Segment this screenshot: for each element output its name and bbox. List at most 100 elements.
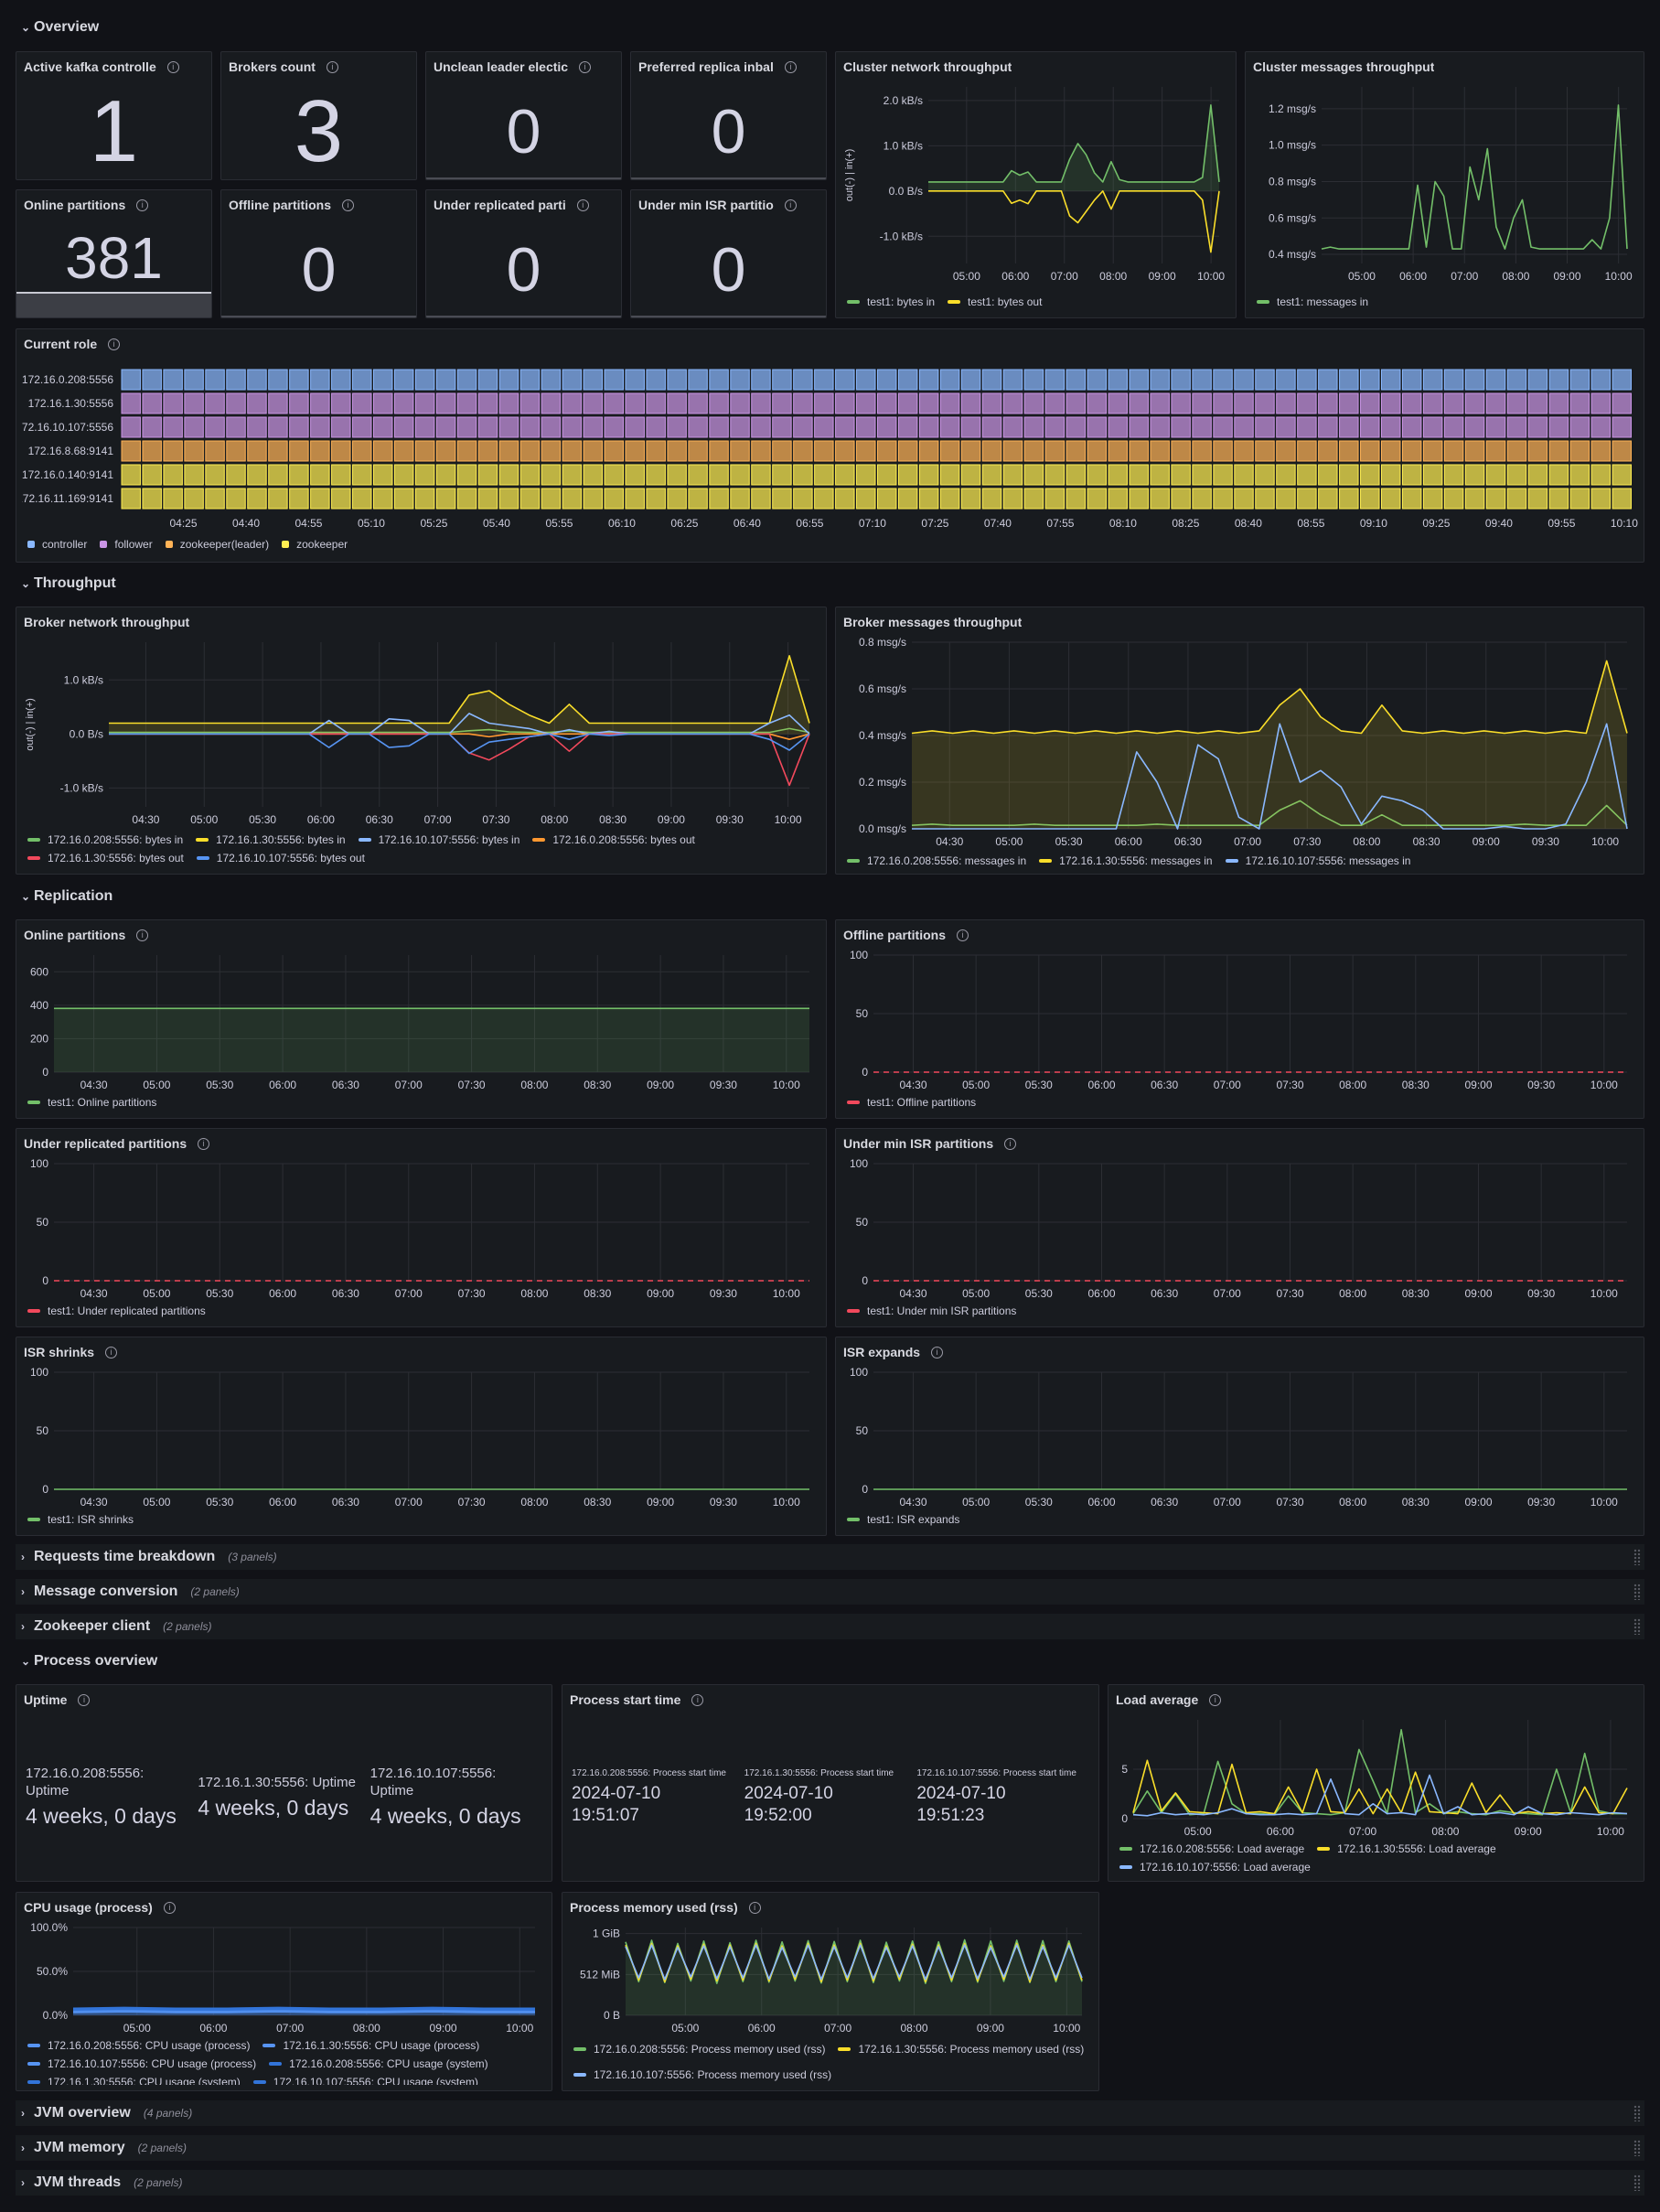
- info-icon[interactable]: i: [342, 199, 354, 211]
- info-icon[interactable]: i: [691, 1693, 704, 1706]
- legend-item[interactable]: 172.16.0.208:5556: Process memory used (…: [573, 2039, 825, 2059]
- legend-item[interactable]: 172.16.10.107:5556: Process memory used …: [573, 2065, 831, 2085]
- legend-item[interactable]: 172.16.10.107:5556: CPU usage (process): [27, 2057, 256, 2070]
- legend-item[interactable]: 172.16.0.208:5556: bytes in: [27, 833, 183, 846]
- info-icon[interactable]: i: [136, 199, 149, 211]
- panel-cpu-usage[interactable]: CPU usage (process) i 0.0% 50.0% 100.0% 05:00…: [16, 1892, 552, 2091]
- legend-item[interactable]: 172.16.0.208:5556: messages in: [847, 854, 1026, 867]
- legend-item[interactable]: test1: ISR shrinks: [27, 1513, 134, 1526]
- legend-item[interactable]: 172.16.10.107:5556: bytes out: [196, 852, 365, 864]
- stat-preferred-replica-imbalance[interactable]: Preferred replica inbal i 0: [630, 51, 827, 180]
- panel-current-role[interactable]: Current role i 172.16.0.208:5556 172.16.1.3…: [16, 328, 1644, 563]
- legend: test1: Offline partitions: [847, 1096, 1636, 1109]
- drag-handle-icon[interactable]: [1633, 2174, 1641, 2191]
- legend-item[interactable]: test1: Offline partitions: [847, 1096, 976, 1109]
- drag-handle-icon[interactable]: [1633, 1584, 1641, 1600]
- legend-item[interactable]: test1: ISR expands: [847, 1513, 959, 1526]
- info-icon[interactable]: i: [748, 1901, 761, 1914]
- panel-isr-shrinks[interactable]: ISR shrinks i 0 50 100 04:30 05:00 05:30 06:00 06…: [16, 1337, 827, 1536]
- state-block: [1548, 440, 1569, 462]
- row-overview[interactable]: ⌄ Overview: [16, 15, 1644, 40]
- info-icon[interactable]: i: [105, 1346, 118, 1358]
- legend-item[interactable]: controller: [27, 538, 87, 551]
- info-icon[interactable]: i: [931, 1346, 944, 1358]
- info-icon[interactable]: i: [136, 929, 149, 941]
- info-icon[interactable]: i: [108, 338, 121, 350]
- legend-item[interactable]: test1: Online partitions: [27, 1096, 156, 1109]
- panel-cluster-network-throughput[interactable]: Cluster network throughput 2.0 kB/s 1.0 kB…: [835, 51, 1237, 318]
- panel-broker-network-throughput[interactable]: Broker network throughput 1.0 kB/s 0.0 B/s…: [16, 607, 827, 875]
- legend-item[interactable]: 172.16.1.30:5556: Load average: [1317, 1842, 1496, 1855]
- legend-item[interactable]: test1: bytes in: [847, 295, 935, 308]
- row-jvm-memory[interactable]: › JVM memory (2 panels): [16, 2135, 1644, 2161]
- stat-active-controller[interactable]: Active kafka controlle i 1: [16, 51, 212, 180]
- legend-item[interactable]: 172.16.1.30:5556: Process memory used (r…: [838, 2039, 1084, 2059]
- info-icon[interactable]: i: [784, 60, 797, 73]
- legend-item[interactable]: zookeeper(leader): [165, 538, 269, 551]
- row-jvm-threads[interactable]: › JVM threads (2 panels): [16, 2170, 1644, 2196]
- panel-load-average[interactable]: Load average i 0 5 05:00 06:00 07:00 08:00 09:00…: [1108, 1684, 1644, 1882]
- legend-item[interactable]: 172.16.0.208:5556: CPU usage (process): [27, 2039, 250, 2052]
- stat-under-replicated-partitions[interactable]: Under replicated parti i 0: [425, 189, 622, 318]
- info-icon[interactable]: i: [957, 929, 969, 941]
- panel-under-min-isr-partitions[interactable]: Under min ISR partitions i 0 50 100 04:30 05:0…: [835, 1128, 1644, 1327]
- legend-item[interactable]: 172.16.0.208:5556: CPU usage (system): [269, 2057, 488, 2070]
- panel-offline-partitions[interactable]: Offline partitions i 0 50 100 04:30 05:00 05:30…: [835, 919, 1644, 1119]
- row-throughput[interactable]: ⌄ Throughput: [16, 571, 1644, 596]
- row-jvm-overview[interactable]: › JVM overview (4 panels): [16, 2100, 1644, 2126]
- panel-process-memory[interactable]: Process memory used (rss) i 0 B 512 MiB 1 Gi…: [562, 1892, 1099, 2091]
- panel-uptime[interactable]: Uptime i 172.16.0.208:5556: Uptime 4 weeks…: [16, 1684, 552, 1882]
- info-icon[interactable]: i: [166, 60, 179, 73]
- info-icon[interactable]: i: [326, 60, 338, 73]
- row-process-overview[interactable]: ⌄ Process overview: [16, 1648, 1644, 1674]
- panel-cluster-messages-throughput[interactable]: Cluster messages throughput 0.4 msg/s 0.6 …: [1245, 51, 1644, 318]
- info-icon[interactable]: i: [579, 60, 592, 73]
- info-icon[interactable]: i: [1209, 1693, 1222, 1706]
- legend-item[interactable]: test1: bytes out: [948, 295, 1042, 308]
- legend-item[interactable]: 172.16.0.208:5556: Load average: [1119, 1842, 1304, 1855]
- info-icon[interactable]: i: [576, 199, 589, 211]
- panel-under-replicated-partitions[interactable]: Under replicated partitions i 0 50 100 04:30 0…: [16, 1128, 827, 1327]
- info-icon[interactable]: i: [1004, 1137, 1017, 1150]
- legend-item[interactable]: 172.16.1.30:5556: bytes in: [196, 833, 346, 846]
- panel-broker-messages-throughput[interactable]: Broker messages throughput 0.0 msg/s 0.2 m…: [835, 607, 1644, 875]
- row-replication[interactable]: ⌄ Replication: [16, 884, 1644, 909]
- panel-online-partitions[interactable]: Online partitions i 0 200 400 600 04:30 05:00 05…: [16, 919, 827, 1119]
- legend-item[interactable]: 172.16.10.107:5556: messages in: [1225, 854, 1410, 867]
- legend-item[interactable]: 172.16.1.30:5556: messages in: [1039, 854, 1213, 867]
- panel-isr-expands[interactable]: ISR expands i 0 50 100 04:30 05:00 05:30 06:00 06…: [835, 1337, 1644, 1536]
- state-block: [1422, 488, 1443, 510]
- legend-item[interactable]: 172.16.1.30:5556: bytes out: [27, 852, 184, 864]
- legend-item[interactable]: test1: Under min ISR partitions: [847, 1305, 1016, 1317]
- panel-process-start-time[interactable]: Process start time i 172.16.0.208:5556: P…: [562, 1684, 1099, 1882]
- legend-item[interactable]: zookeeper: [282, 538, 348, 551]
- drag-handle-icon[interactable]: [1633, 1618, 1641, 1635]
- legend-item[interactable]: 172.16.10.107:5556: CPU usage (system): [252, 2076, 478, 2085]
- legend-item[interactable]: test1: Under replicated partitions: [27, 1305, 206, 1317]
- drag-handle-icon[interactable]: [1633, 1549, 1641, 1565]
- info-icon[interactable]: i: [784, 199, 797, 211]
- stat-online-partitions[interactable]: Online partitions i 381: [16, 189, 212, 318]
- y-tick-label: 50: [856, 1007, 869, 1020]
- stat-under-min-isr-partitions[interactable]: Under min ISR partitio i 0: [630, 189, 827, 318]
- legend-label: 172.16.1.30:5556: bytes in: [216, 833, 346, 846]
- legend-item[interactable]: 172.16.10.107:5556: bytes in: [358, 833, 519, 846]
- info-icon[interactable]: i: [163, 1901, 176, 1914]
- legend-item[interactable]: follower: [100, 538, 153, 551]
- row-zookeeper-client[interactable]: › Zookeeper client (2 panels): [16, 1614, 1644, 1639]
- legend-item[interactable]: 172.16.1.30:5556: CPU usage (process): [262, 2039, 479, 2052]
- legend-item[interactable]: 172.16.0.208:5556: bytes out: [532, 833, 695, 846]
- stat-unclean-leader-elections[interactable]: Unclean leader electic i 0: [425, 51, 622, 180]
- drag-handle-icon[interactable]: [1633, 2140, 1641, 2156]
- row-message-conversion[interactable]: › Message conversion (2 panels): [16, 1579, 1644, 1605]
- drag-handle-icon[interactable]: [1633, 2105, 1641, 2121]
- state-block: [709, 416, 729, 438]
- legend-item[interactable]: 172.16.10.107:5556: Load average: [1119, 1861, 1311, 1874]
- legend-item[interactable]: test1: messages in: [1257, 295, 1368, 308]
- info-icon[interactable]: i: [78, 1693, 91, 1706]
- info-icon[interactable]: i: [198, 1137, 210, 1150]
- row-requests-time-breakdown[interactable]: › Requests time breakdown (3 panels): [16, 1544, 1644, 1570]
- stat-offline-partitions[interactable]: Offline partitions i 0: [220, 189, 417, 318]
- stat-brokers-count[interactable]: Brokers count i 3: [220, 51, 417, 180]
- legend-item[interactable]: 172.16.1.30:5556: CPU usage (system): [27, 2076, 241, 2085]
